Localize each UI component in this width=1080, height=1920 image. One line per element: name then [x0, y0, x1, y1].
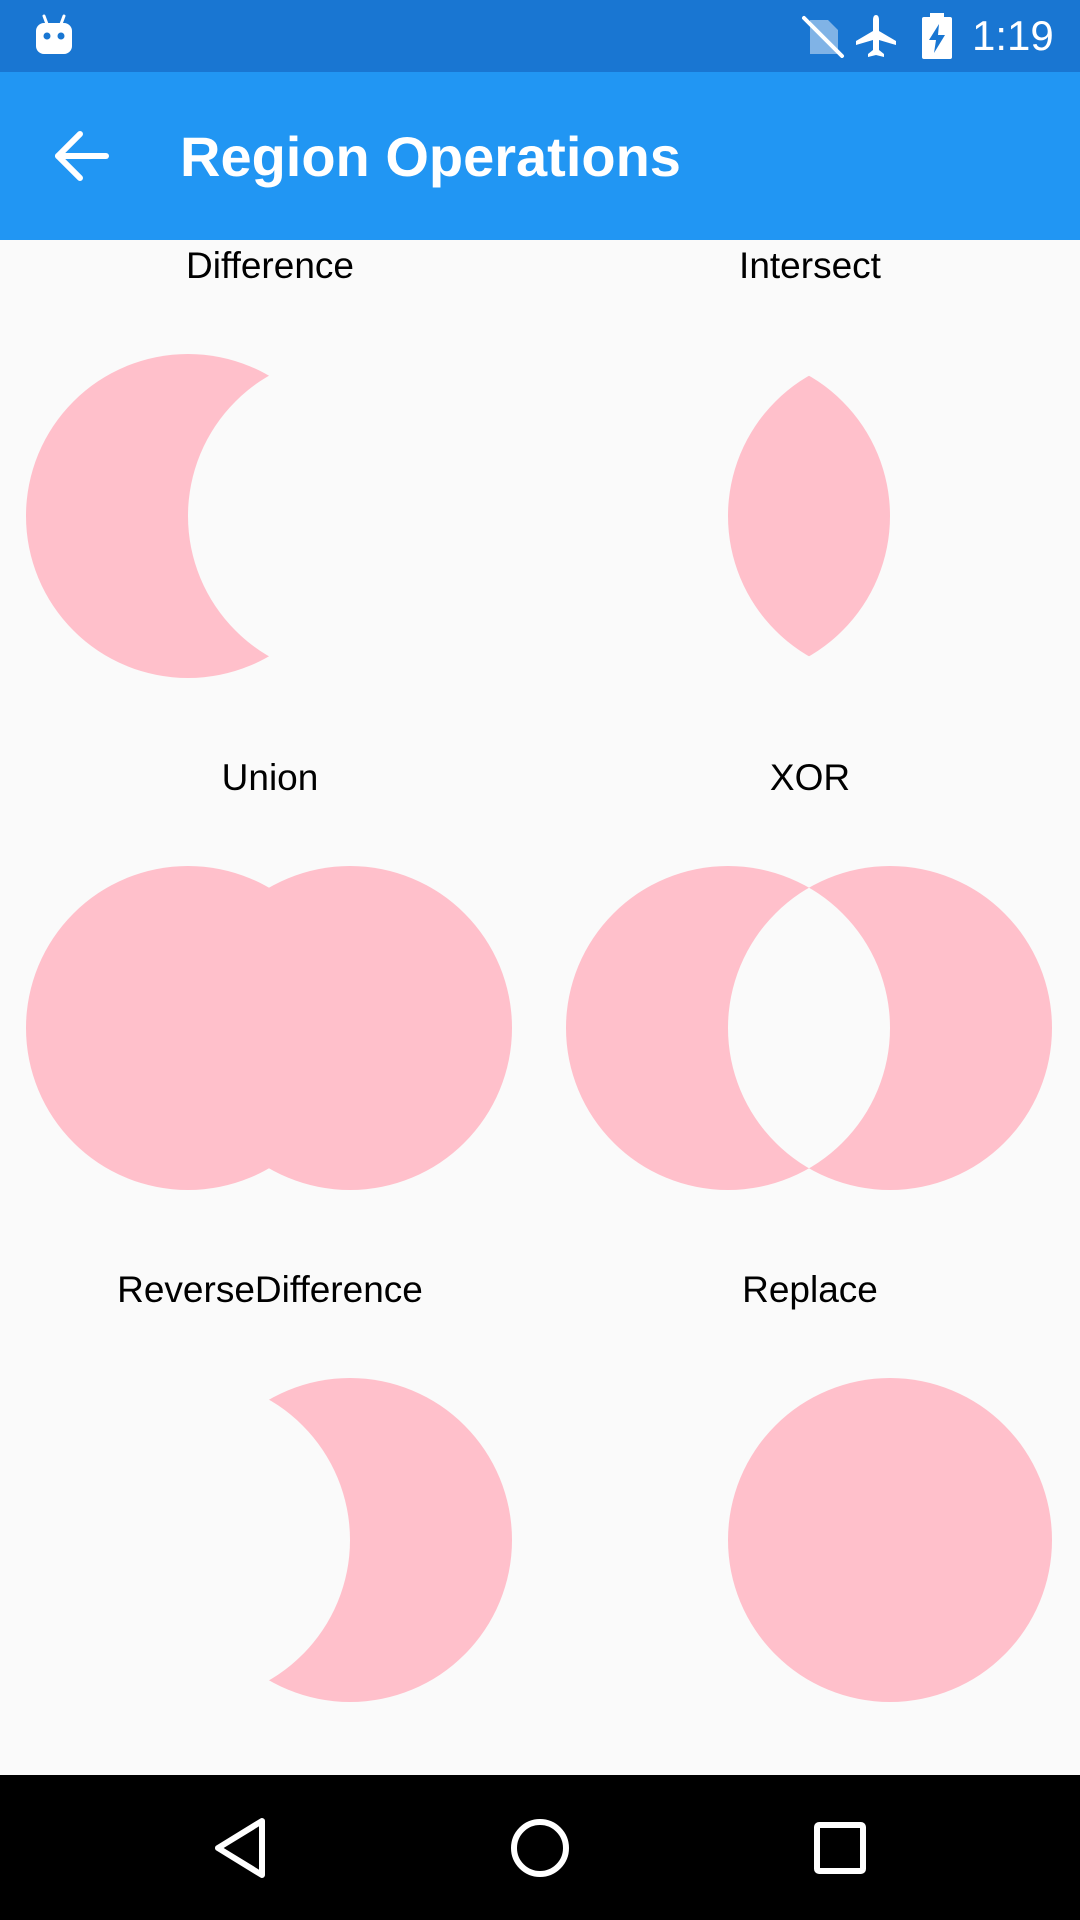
app-bar: Region Operations — [0, 72, 1080, 240]
page-title: Region Operations — [180, 125, 681, 188]
android-debug-icon — [36, 14, 72, 54]
union-cell: Union — [0, 752, 540, 1264]
xor-label: XOR — [769, 757, 851, 798]
replace-shape — [728, 1378, 1052, 1702]
difference-label: Difference — [186, 245, 354, 286]
airplane-mode-icon — [856, 15, 896, 57]
union-label: Union — [221, 757, 319, 798]
back-triangle-icon[interactable] — [196, 1803, 286, 1893]
status-clock: 1:19 — [972, 12, 1054, 59]
intersect-label: Intersect — [739, 245, 881, 286]
reverse-difference-shape — [188, 1378, 512, 1702]
reverse-difference-label: ReverseDifference — [117, 1269, 423, 1310]
home-circle-icon[interactable] — [495, 1803, 585, 1893]
reverse-difference-cell: ReverseDifference — [0, 1264, 540, 1776]
xor-shape — [566, 866, 1052, 1190]
replace-label: Replace — [742, 1269, 878, 1310]
navigation-bar — [0, 1775, 1080, 1920]
difference-cell: Difference — [0, 240, 540, 752]
union-shape — [26, 866, 512, 1190]
region-operations-grid: Difference Intersect Union — [0, 240, 1080, 1775]
arrow-back-icon[interactable] — [40, 118, 122, 194]
difference-shape — [26, 354, 350, 678]
intersect-cell: Intersect — [540, 240, 1080, 752]
intersect-shape — [728, 354, 890, 678]
battery-charging-icon — [922, 13, 952, 59]
recents-square-icon[interactable] — [795, 1803, 885, 1893]
replace-cell: Replace — [540, 1264, 1080, 1776]
xor-cell: XOR — [540, 752, 1080, 1264]
no-sim-icon — [802, 16, 844, 58]
status-bar: 1:19 — [0, 0, 1080, 72]
